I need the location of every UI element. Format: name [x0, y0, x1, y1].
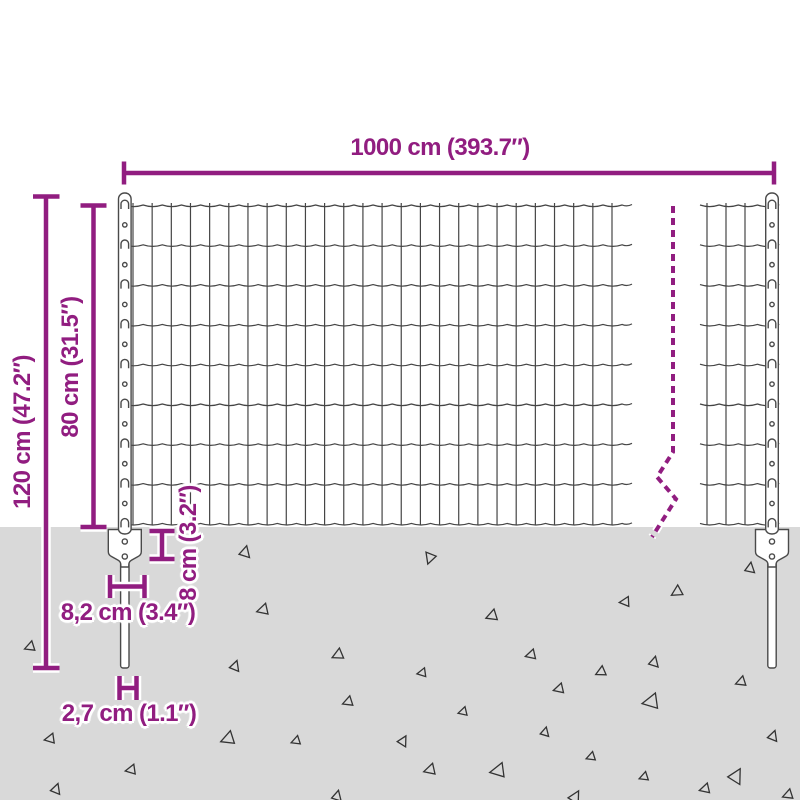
wire-hook	[120, 199, 130, 209]
wire-hook	[767, 199, 777, 209]
gravel-triangle	[566, 789, 580, 800]
wire-hook	[767, 358, 777, 369]
dim-plate-width-label: 8,2 cm (3.4″)	[60, 599, 196, 626]
post-hole	[769, 261, 775, 268]
gravel-triangle	[523, 647, 537, 660]
gravel-triangle	[289, 734, 302, 745]
gravel-triangle	[330, 788, 342, 800]
gravel-triangle	[781, 787, 794, 799]
wire-hook	[120, 398, 130, 408]
gravel-triangle	[330, 646, 345, 659]
dim-mesh-height-label: 80 cm (31.5″)	[57, 296, 84, 438]
post-hole	[769, 301, 775, 308]
wire-hook	[767, 478, 777, 488]
gravel-triangle	[617, 595, 630, 608]
wire-hook	[767, 438, 777, 448]
wire-hook	[767, 279, 777, 289]
dim-plate-height-line	[149, 526, 175, 564]
gravel-triangle	[584, 750, 597, 761]
ground	[0, 527, 800, 800]
dim-total-width-label: 1000 cm (393.7″)	[350, 134, 530, 161]
gravel-triangle	[670, 583, 684, 597]
post-hole	[121, 341, 128, 348]
wire-hook	[120, 318, 130, 329]
gravel-triangle	[123, 762, 136, 775]
post-hole	[121, 221, 128, 228]
post-hole	[769, 420, 775, 427]
gravel-triangle	[42, 731, 55, 744]
gravel-triangle	[228, 659, 240, 673]
wire-hook	[767, 318, 777, 329]
post-hole	[769, 221, 775, 228]
dim-spike-width-label: 2,7 cm (1.1″)	[61, 700, 197, 727]
ground-triangles	[23, 544, 794, 800]
dim-mesh-height-line	[80, 200, 107, 532]
gravel-triangle	[23, 639, 36, 651]
post-ground-spike	[767, 561, 777, 669]
gravel-triangle	[637, 770, 650, 781]
gravel-triangle	[395, 734, 407, 749]
gravel-triangle	[425, 551, 438, 566]
gravel-triangle	[341, 694, 354, 706]
wire-hook	[767, 398, 777, 408]
wire-hook	[120, 239, 130, 249]
post-hole	[121, 460, 128, 467]
gravel-triangle	[456, 705, 468, 717]
wire-hook	[120, 358, 130, 369]
wire-hook	[120, 478, 130, 488]
fence-mesh	[123, 203, 780, 526]
gravel-triangle	[734, 674, 747, 686]
post-hole	[769, 500, 775, 507]
gravel-triangle	[415, 666, 427, 678]
gravel-triangle	[219, 729, 236, 745]
dim-spike-width-line	[114, 676, 142, 700]
dim-total-height-line	[33, 191, 60, 673]
panel-break-line	[648, 206, 681, 540]
post-hole	[121, 301, 128, 308]
gravel-triangle	[640, 691, 659, 710]
wire-hook	[120, 438, 130, 448]
post-hole	[769, 341, 775, 348]
gravel-triangle	[551, 681, 565, 694]
post-hole	[769, 460, 775, 467]
wire-hook	[120, 279, 130, 289]
gravel-triangle	[539, 725, 550, 738]
gravel-triangle	[726, 767, 741, 786]
dim-total-width-line	[119, 161, 779, 185]
dim-plate-height-label: 8 cm (3.2″)	[175, 485, 202, 601]
gravel-triangle	[422, 762, 436, 775]
gravel-triangle	[594, 664, 608, 676]
gravel-triangle	[647, 654, 660, 668]
gravel-triangle	[255, 602, 269, 615]
post-hole	[121, 420, 128, 427]
dim-total-height-label: 120 cm (47.2″)	[9, 355, 36, 509]
post-hole	[121, 261, 128, 268]
gravel-triangle	[766, 729, 778, 743]
post-hole	[769, 381, 775, 387]
plate-hole	[121, 538, 129, 545]
plate-hole	[768, 538, 776, 545]
gravel-triangle	[488, 761, 505, 778]
gravel-triangle	[743, 560, 756, 574]
dim-plate-width-line	[105, 575, 150, 598]
post-anchor-plate	[107, 528, 142, 568]
fence-posts	[107, 192, 790, 669]
post-hole	[121, 500, 128, 507]
plate-hole	[768, 553, 776, 560]
wire-hook	[767, 239, 777, 249]
gravel-triangle	[237, 544, 251, 559]
post-hole	[121, 381, 128, 387]
gravel-triangle	[484, 607, 499, 621]
post-anchor-plate	[754, 528, 790, 568]
wire-hook	[767, 517, 777, 528]
gravel-triangle	[697, 781, 711, 794]
wire-hook	[120, 517, 130, 528]
plate-hole	[121, 553, 129, 560]
gravel-triangle	[49, 782, 61, 796]
